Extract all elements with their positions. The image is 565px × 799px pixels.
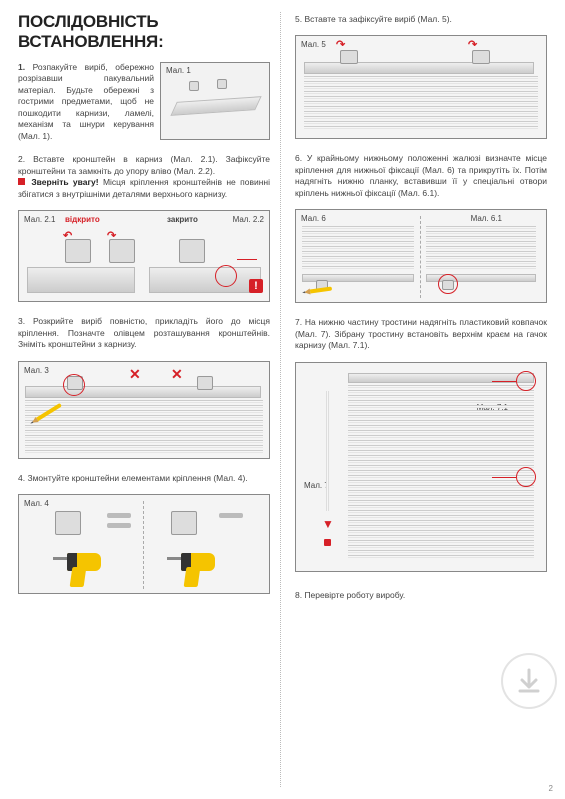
closed-label: закрито <box>167 215 198 224</box>
rail-right <box>149 267 261 293</box>
red-circle <box>516 371 536 391</box>
arrow-icon: ↷ <box>336 38 345 51</box>
dowel <box>107 513 131 518</box>
arrow-icon: ↷ <box>468 38 477 51</box>
step5: 5. Вставте та зафіксуйте виріб (Мал. 5). <box>295 14 452 24</box>
bracket-shape <box>217 79 227 89</box>
step5-text: 5. Вставте та зафіксуйте виріб (Мал. 5). <box>295 14 547 25</box>
callout-line <box>492 477 516 478</box>
divider-dashed <box>143 501 144 589</box>
step4-text: 4. Змонтуйте кронштейни елементами кріпл… <box>18 473 270 484</box>
bracket <box>55 511 81 535</box>
dowel <box>107 523 131 528</box>
step1-text: 1. Розпакуйте виріб, обережно розрізавши… <box>18 62 154 142</box>
blinds-left <box>302 226 414 274</box>
figure-2: Мал. 2.1 відкрито закрито Мал. 2.2 ! ↶ ↷ <box>18 210 270 302</box>
top-rail <box>304 62 534 74</box>
drill-icon <box>67 553 101 571</box>
blinds-big <box>348 385 534 561</box>
figure-1: Мал. 1 <box>160 62 270 140</box>
callout-line <box>492 381 516 382</box>
rod <box>326 391 329 511</box>
bracket <box>197 376 213 390</box>
warning-icon: ! <box>249 279 263 293</box>
page-number: 2 <box>549 784 553 793</box>
red-x-icon: ✕ <box>129 366 141 383</box>
top-rail <box>25 386 261 398</box>
fig1-label: Мал. 1 <box>166 66 191 75</box>
red-circle-callout <box>215 265 237 287</box>
step3: 3. Розкрийте виріб повністю, прикладіть … <box>18 316 270 349</box>
bracket-open <box>65 239 91 263</box>
blinds-area <box>25 400 263 454</box>
red-circle <box>63 374 85 396</box>
open-label: відкрито <box>65 215 100 224</box>
bracket <box>472 50 490 64</box>
pencil-icon <box>310 287 332 294</box>
figure-3: Мал. 3 ✕ ✕ <box>18 361 270 459</box>
step2a: 2. Вставте кронштейн в карниз (Мал. 2.1)… <box>18 154 270 175</box>
fig61-label: Мал. 6.1 <box>471 214 502 223</box>
step6: 6. У крайньому нижньому положенні жалюзі… <box>295 153 547 197</box>
fig4-label: Мал. 4 <box>24 499 49 508</box>
bracket <box>340 50 358 64</box>
step1-body: Розпакуйте виріб, обережно розрізавши па… <box>18 62 154 141</box>
red-circle <box>516 467 536 487</box>
callout-line <box>237 259 257 260</box>
red-x-icon: ✕ <box>171 366 183 383</box>
step3-text: 3. Розкрийте виріб повністю, прикладіть … <box>18 316 270 350</box>
step2-text: 2. Вставте кронштейн в карниз (Мал. 2.1)… <box>18 154 270 200</box>
bracket-shape <box>189 81 199 91</box>
blinds-area <box>304 76 538 132</box>
bracket <box>171 511 197 535</box>
arrow-down-icon: ▼ <box>322 517 334 531</box>
fig22-label: Мал. 2.2 <box>233 215 264 224</box>
page-title: ПОСЛІДОВНІСТЬ ВСТАНОВЛЕННЯ: <box>18 12 270 52</box>
blinds-right <box>426 226 536 274</box>
rail-left <box>27 267 135 293</box>
figure-5: Мал. 5 ↷ ↷ <box>295 35 547 139</box>
fig21-label: Мал. 2.1 <box>24 215 55 224</box>
bracket-r <box>179 239 205 263</box>
step6-text: 6. У крайньому нижньому положенні жалюзі… <box>295 153 547 199</box>
red-square-icon <box>18 178 25 185</box>
step1-num: 1. <box>18 62 25 72</box>
figure-7: Мал. 7 Мал. 7.1 ▼ <box>295 362 547 572</box>
download-arrow-icon <box>514 666 544 696</box>
step8: 8. Перевірте роботу виробу. <box>295 590 405 600</box>
rail-shape <box>170 96 261 116</box>
drill-icon <box>181 553 215 571</box>
rod-cap <box>324 539 331 546</box>
red-circle <box>438 274 458 294</box>
attention-label: Зверніть увагу! <box>31 177 98 187</box>
left-column: ПОСЛІДОВНІСТЬ ВСТАНОВЛЕННЯ: 1. Розпакуйт… <box>18 12 281 787</box>
step4: 4. Змонтуйте кронштейни елементами кріпл… <box>18 473 248 483</box>
page: ПОСЛІДОВНІСТЬ ВСТАНОВЛЕННЯ: 1. Розпакуйт… <box>0 0 565 799</box>
step7-text: 7. На нижню частину тростини надягніть п… <box>295 317 547 351</box>
watermark-badge <box>501 653 557 709</box>
fig5-label: Мал. 5 <box>301 40 326 49</box>
arrow-icon: ↶ <box>63 229 72 242</box>
fig3-label: Мал. 3 <box>24 366 49 375</box>
step7: 7. На нижню частину тростини надягніть п… <box>295 317 547 350</box>
fig6-label: Мал. 6 <box>301 214 326 223</box>
figure-6: Мал. 6 Мал. 6.1 <box>295 209 547 303</box>
divider-dashed <box>420 216 421 298</box>
step8-text: 8. Перевірте роботу виробу. <box>295 590 547 601</box>
bracket-closed <box>109 239 135 263</box>
figure-4: Мал. 4 <box>18 494 270 594</box>
dowel <box>219 513 243 518</box>
step1-row: 1. Розпакуйте виріб, обережно розрізавши… <box>18 62 270 142</box>
arrow-icon: ↷ <box>107 229 116 242</box>
